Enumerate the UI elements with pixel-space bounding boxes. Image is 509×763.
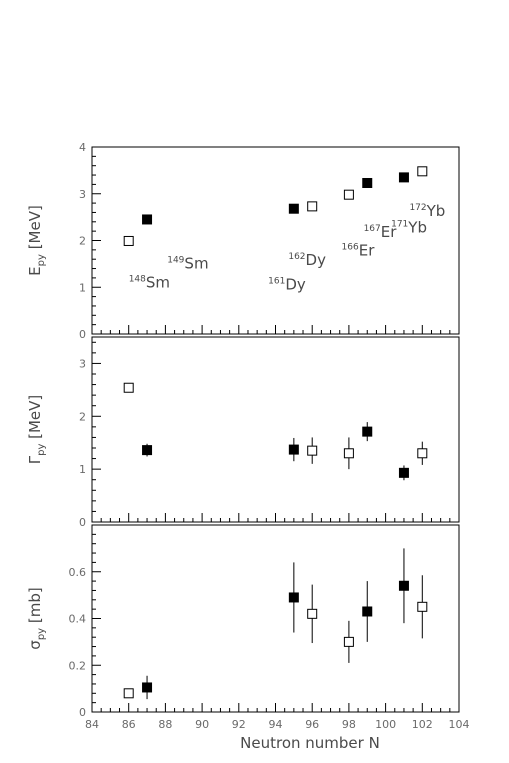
x-tick-label: 102 <box>412 718 433 731</box>
y-tick-label: 0 <box>79 706 86 719</box>
filled-square-marker <box>142 445 153 456</box>
x-axis-title: Neutron number N <box>240 734 380 752</box>
y-tick-label: 4 <box>79 141 86 154</box>
open-square-marker <box>307 445 318 456</box>
x-tick-label: 90 <box>195 718 209 731</box>
y-tick-label: 2 <box>79 235 86 248</box>
filled-square-marker <box>362 606 373 617</box>
panel-2: 0 1 2 3 Γpy [MeV] <box>26 336 460 529</box>
open-square-marker <box>123 382 134 393</box>
open-square-marker <box>343 448 354 459</box>
y-tick-label: 0 <box>79 516 86 529</box>
y-tick-label: 2 <box>79 410 86 423</box>
x-tick-label: 88 <box>158 718 172 731</box>
x-tick-label: 104 <box>449 718 470 731</box>
open-square-marker <box>417 448 428 459</box>
x-tick-label: 96 <box>305 718 319 731</box>
isotope-label: 148Sm <box>129 273 170 291</box>
filled-square-marker <box>398 580 409 591</box>
y-axis-title: σpy [mb] <box>26 587 47 649</box>
y-tick-label: 3 <box>79 357 86 370</box>
y-axis-title: Γpy [MeV] <box>26 395 47 465</box>
y-tick-label: 1 <box>79 463 86 476</box>
x-tick-label: 86 <box>122 718 136 731</box>
filled-square-marker <box>288 444 299 455</box>
open-square-marker <box>123 688 134 699</box>
y-tick-label: 0.2 <box>69 659 87 672</box>
x-tick-label: 92 <box>232 718 246 731</box>
open-square-marker <box>343 189 354 200</box>
open-square-marker <box>307 608 318 619</box>
isotope-label: 162Dy <box>288 251 326 269</box>
open-square-marker <box>123 235 134 246</box>
y-tick-label: 0.4 <box>69 613 87 626</box>
isotope-label: 167Er <box>364 223 398 241</box>
isotope-label: 171Yb <box>391 219 427 237</box>
isotope-label: 172Yb <box>409 202 445 220</box>
y-tick-label: 1 <box>79 281 86 294</box>
filled-square-marker <box>288 592 299 603</box>
isotope-label: 166Er <box>342 241 376 259</box>
isotope-label: 161Dy <box>268 276 306 294</box>
y-tick-label: 3 <box>79 188 86 201</box>
filled-square-marker <box>398 172 409 183</box>
filled-square-marker <box>362 426 373 437</box>
filled-square-marker <box>142 214 153 225</box>
open-square-marker <box>307 201 318 212</box>
x-tick-label: 98 <box>342 718 356 731</box>
open-square-marker <box>343 636 354 647</box>
isotope-label: 149Sm <box>167 255 208 273</box>
y-axis-title: Epy [MeV] <box>26 205 47 276</box>
open-square-marker <box>417 601 428 612</box>
filled-square-marker <box>142 682 153 693</box>
filled-square-marker <box>362 177 373 188</box>
plot-frame <box>91 336 460 523</box>
x-tick-label: 84 <box>85 718 99 731</box>
y-tick-label: 0.6 <box>69 566 87 579</box>
filled-square-marker <box>288 203 299 214</box>
filled-square-marker <box>398 467 409 478</box>
y-tick-label: 0 <box>79 328 86 341</box>
x-tick-label: 94 <box>269 718 283 731</box>
x-tick-label: 100 <box>375 718 396 731</box>
panel-3: 0 0.2 0.4 0.6 σpy [mb] 84 86 88 90 92 94 96 98 100 102… <box>26 524 470 752</box>
open-square-marker <box>417 166 428 177</box>
